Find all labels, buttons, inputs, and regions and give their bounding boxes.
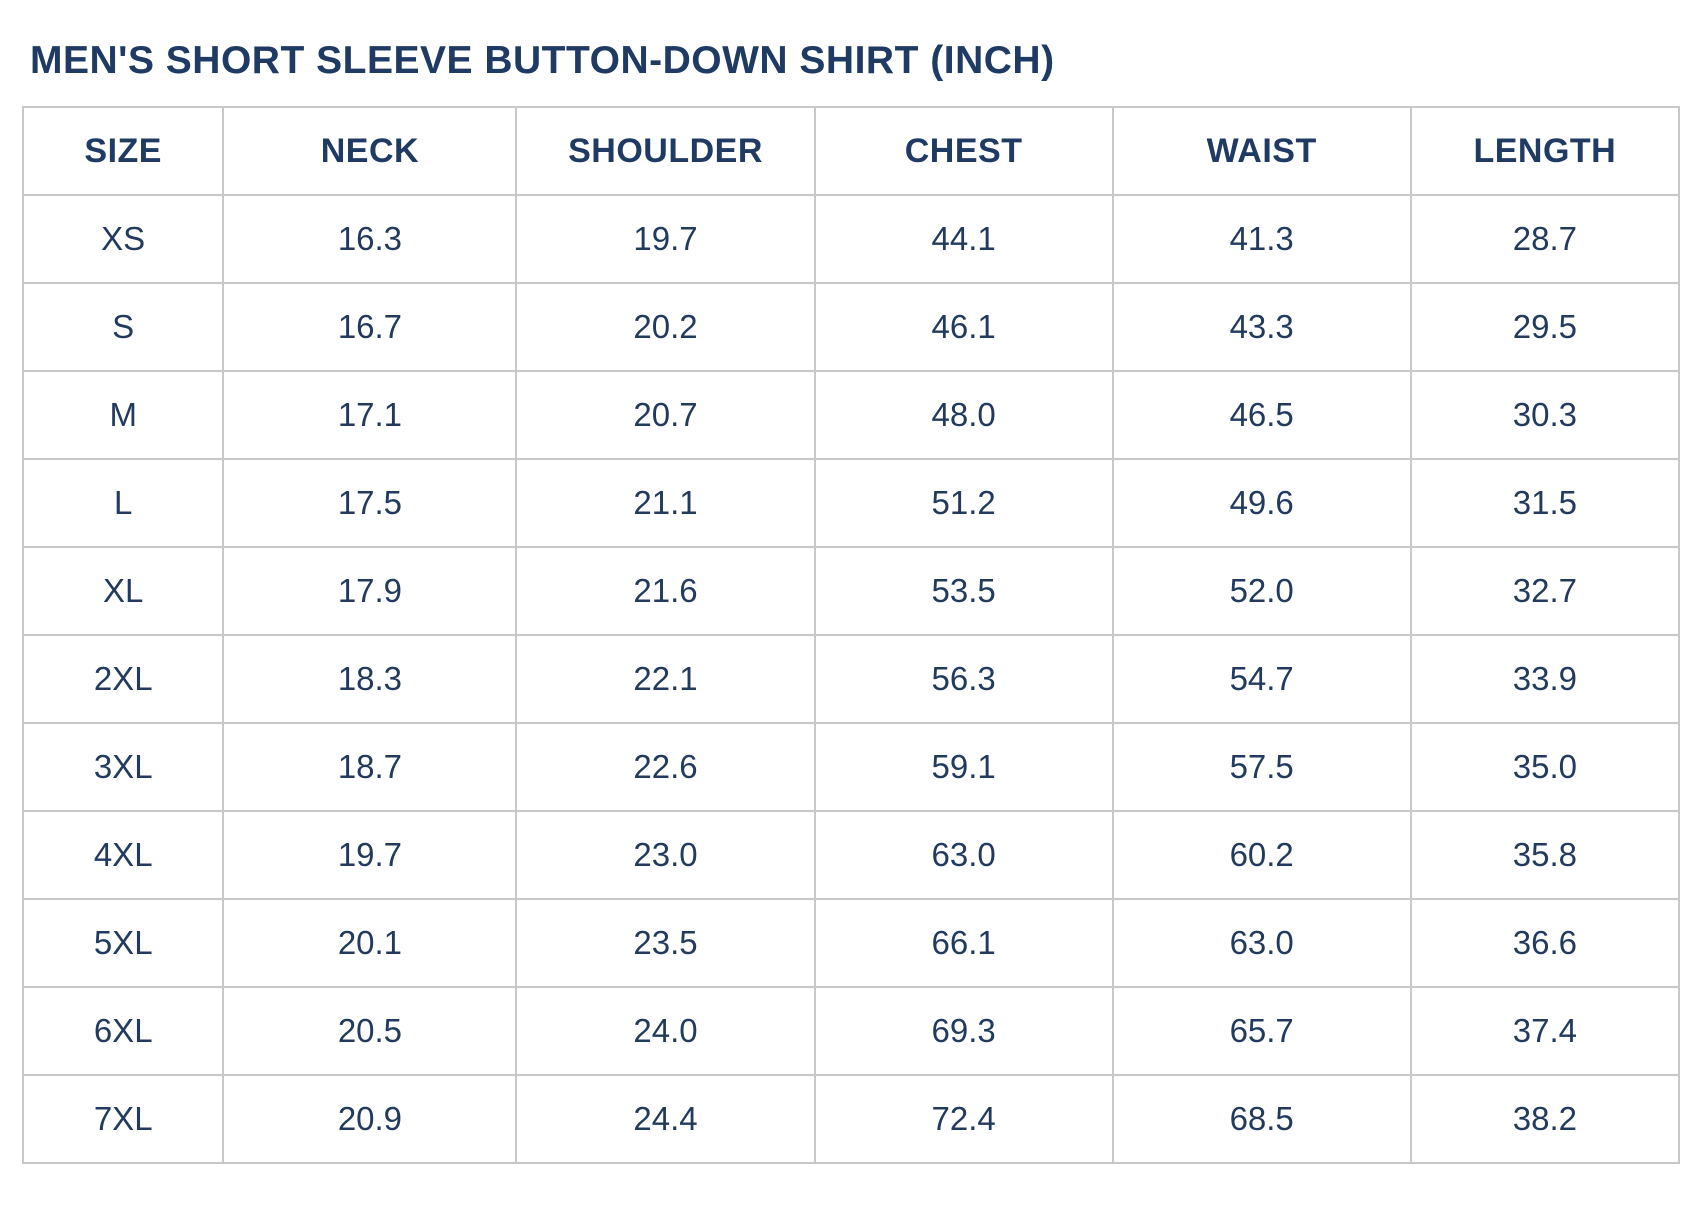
- table-row: 2XL 18.3 22.1 56.3 54.7 33.9: [21, 634, 1681, 724]
- table-row: 3XL 18.7 22.6 59.1 57.5 35.0: [21, 722, 1681, 812]
- measurement-cell: 32.7: [1409, 546, 1681, 636]
- measurement-cell: 63.0: [813, 810, 1114, 900]
- measurement-cell: 66.1: [813, 898, 1114, 988]
- measurement-cell: 17.5: [222, 458, 518, 548]
- measurement-cell: 20.1: [222, 898, 518, 988]
- table-row: XL 17.9 21.6 53.5 52.0 32.7: [21, 546, 1681, 636]
- table-row: 4XL 19.7 23.0 63.0 60.2 35.8: [21, 810, 1681, 900]
- measurement-cell: 43.3: [1111, 282, 1412, 372]
- size-label-cell: 5XL: [21, 898, 225, 988]
- table-row: 5XL 20.1 23.5 66.1 63.0 36.6: [21, 898, 1681, 988]
- table-row: 6XL 20.5 24.0 69.3 65.7 37.4: [21, 986, 1681, 1076]
- measurement-cell: 63.0: [1111, 898, 1412, 988]
- table-row: XS 16.3 19.7 44.1 41.3 28.7: [21, 194, 1681, 284]
- measurement-cell: 72.4: [813, 1074, 1114, 1164]
- measurement-cell: 59.1: [813, 722, 1114, 812]
- measurement-cell: 65.7: [1111, 986, 1412, 1076]
- size-label-cell: 4XL: [21, 810, 225, 900]
- table-row: M 17.1 20.7 48.0 46.5 30.3: [21, 370, 1681, 460]
- measurement-cell: 18.3: [222, 634, 518, 724]
- measurement-cell: 20.7: [515, 370, 816, 460]
- measurement-cell: 68.5: [1111, 1074, 1412, 1164]
- size-label-cell: 6XL: [21, 986, 225, 1076]
- measurement-cell: 51.2: [813, 458, 1114, 548]
- size-label-cell: 3XL: [21, 722, 225, 812]
- measurement-cell: 49.6: [1111, 458, 1412, 548]
- measurement-cell: 69.3: [813, 986, 1114, 1076]
- table-body: XS 16.3 19.7 44.1 41.3 28.7 S 16.7 20.2 46.1 43.3 2…: [21, 194, 1681, 1164]
- measurement-cell: 17.9: [222, 546, 518, 636]
- measurement-cell: 24.4: [515, 1074, 816, 1164]
- size-label-cell: 2XL: [21, 634, 225, 724]
- measurement-cell: 29.5: [1409, 282, 1681, 372]
- measurement-cell: 35.0: [1409, 722, 1681, 812]
- size-label-cell: XL: [21, 546, 225, 636]
- size-label-cell: M: [21, 370, 225, 460]
- measurement-cell: 16.3: [222, 194, 518, 284]
- measurement-cell: 28.7: [1409, 194, 1681, 284]
- column-header: CHEST: [813, 106, 1114, 196]
- measurement-cell: 30.3: [1409, 370, 1681, 460]
- size-label-cell: L: [21, 458, 225, 548]
- measurement-cell: 36.6: [1409, 898, 1681, 988]
- measurement-cell: 38.2: [1409, 1074, 1681, 1164]
- measurement-cell: 16.7: [222, 282, 518, 372]
- measurement-cell: 46.1: [813, 282, 1114, 372]
- measurement-cell: 60.2: [1111, 810, 1412, 900]
- measurement-cell: 21.6: [515, 546, 816, 636]
- size-label-cell: XS: [21, 194, 225, 284]
- measurement-cell: 33.9: [1409, 634, 1681, 724]
- measurement-cell: 54.7: [1111, 634, 1412, 724]
- measurement-cell: 22.1: [515, 634, 816, 724]
- measurement-cell: 24.0: [515, 986, 816, 1076]
- measurement-cell: 48.0: [813, 370, 1114, 460]
- column-header: WAIST: [1111, 106, 1412, 196]
- measurement-cell: 31.5: [1409, 458, 1681, 548]
- page-title: MEN'S SHORT SLEEVE BUTTON-DOWN SHIRT (IN…: [30, 39, 1055, 82]
- measurement-cell: 19.7: [222, 810, 518, 900]
- column-header: SIZE: [21, 106, 225, 196]
- column-header: LENGTH: [1409, 106, 1681, 196]
- measurement-cell: 20.2: [515, 282, 816, 372]
- column-header: NECK: [222, 106, 518, 196]
- size-chart-table: SIZE NECK SHOULDER CHEST WAIST LENGTH XS 16.3 1…: [21, 106, 1681, 1164]
- table-row: S 16.7 20.2 46.1 43.3 29.5: [21, 282, 1681, 372]
- measurement-cell: 37.4: [1409, 986, 1681, 1076]
- measurement-cell: 18.7: [222, 722, 518, 812]
- measurement-cell: 57.5: [1111, 722, 1412, 812]
- measurement-cell: 35.8: [1409, 810, 1681, 900]
- measurement-cell: 21.1: [515, 458, 816, 548]
- measurement-cell: 52.0: [1111, 546, 1412, 636]
- measurement-cell: 17.1: [222, 370, 518, 460]
- table-row: L 17.5 21.1 51.2 49.6 31.5: [21, 458, 1681, 548]
- measurement-cell: 20.5: [222, 986, 518, 1076]
- measurement-cell: 56.3: [813, 634, 1114, 724]
- table-row: 7XL 20.9 24.4 72.4 68.5 38.2: [21, 1074, 1681, 1164]
- measurement-cell: 20.9: [222, 1074, 518, 1164]
- measurement-cell: 23.0: [515, 810, 816, 900]
- column-header: SHOULDER: [515, 106, 816, 196]
- measurement-cell: 23.5: [515, 898, 816, 988]
- measurement-cell: 46.5: [1111, 370, 1412, 460]
- measurement-cell: 19.7: [515, 194, 816, 284]
- measurement-cell: 41.3: [1111, 194, 1412, 284]
- measurement-cell: 22.6: [515, 722, 816, 812]
- measurement-cell: 53.5: [813, 546, 1114, 636]
- measurement-cell: 44.1: [813, 194, 1114, 284]
- size-label-cell: S: [21, 282, 225, 372]
- size-label-cell: 7XL: [21, 1074, 225, 1164]
- table-header-row: SIZE NECK SHOULDER CHEST WAIST LENGTH: [21, 106, 1681, 196]
